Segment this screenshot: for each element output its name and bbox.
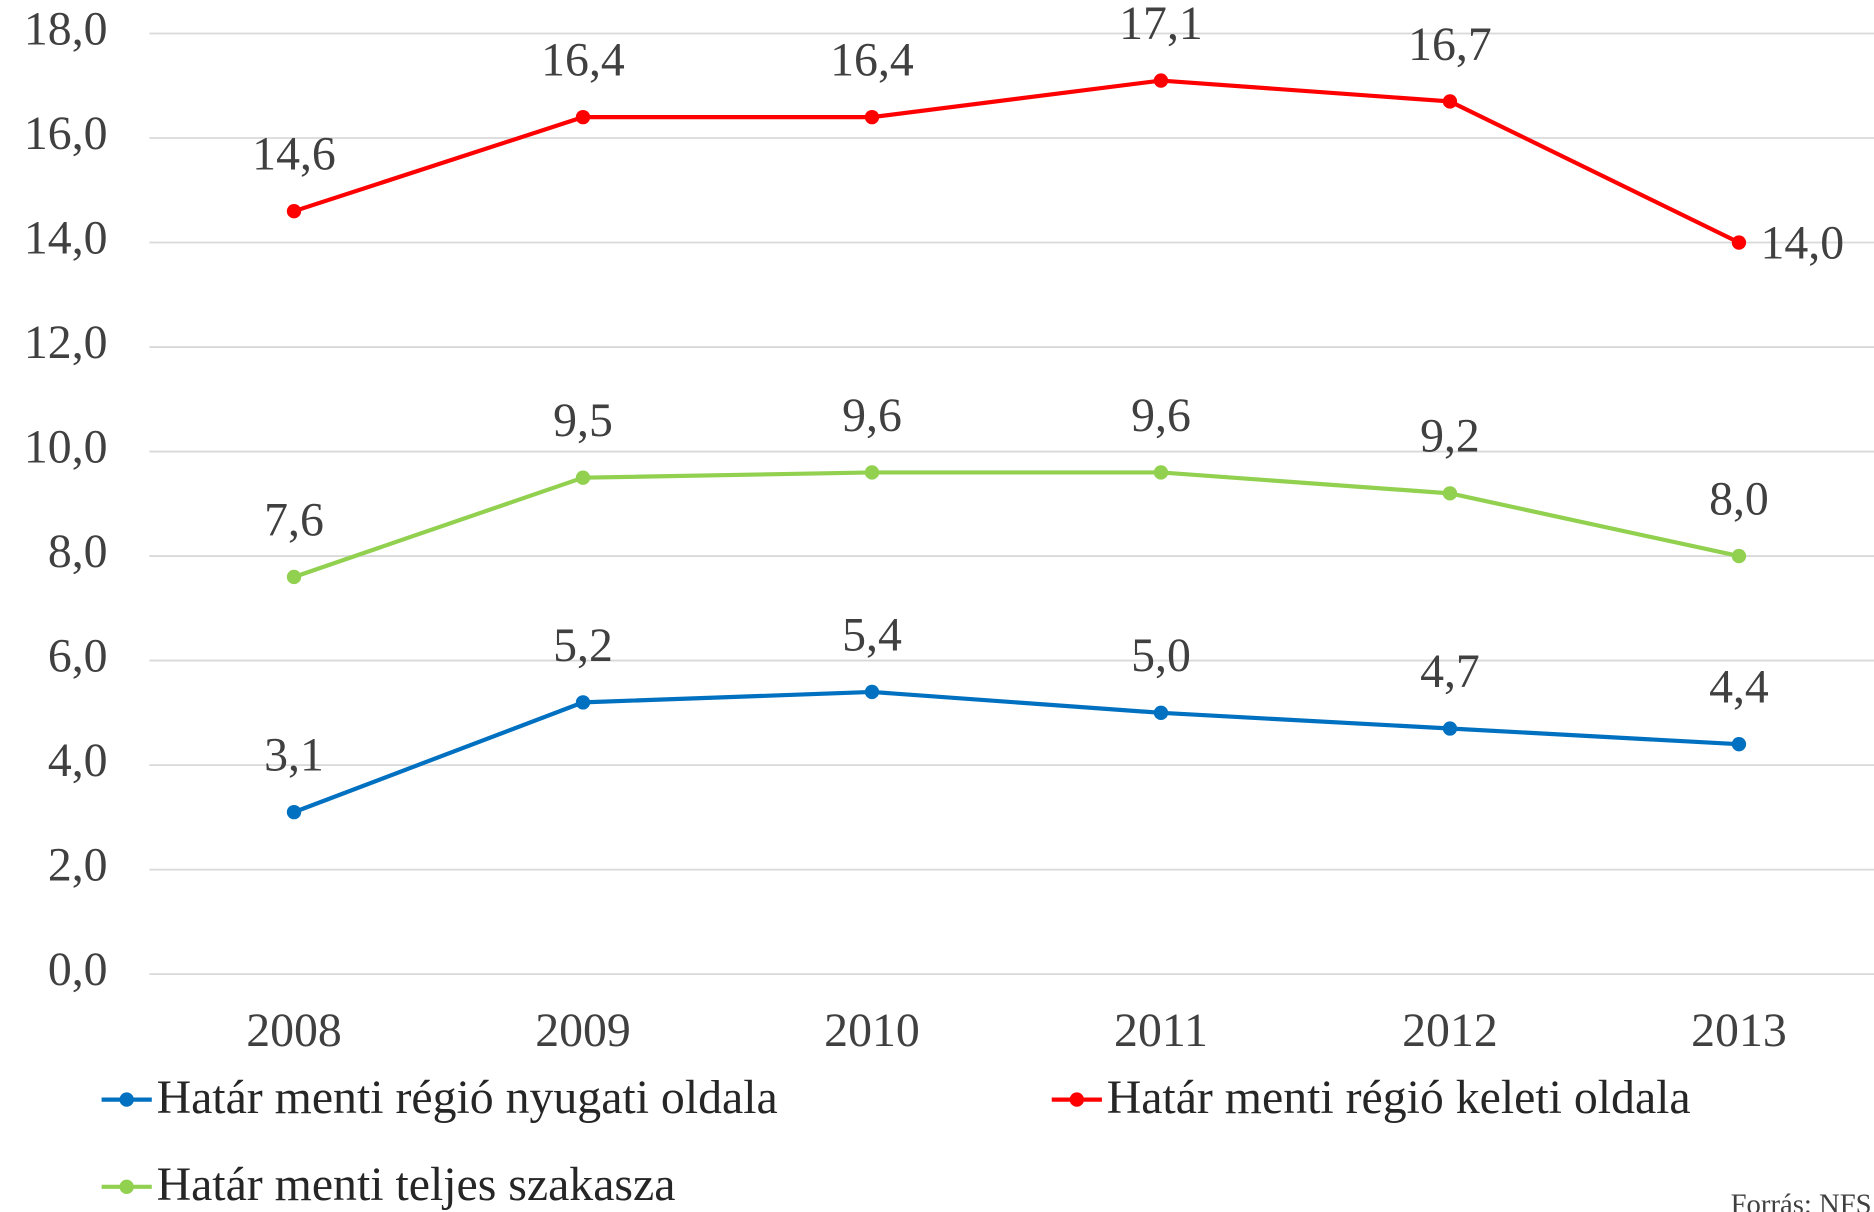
data-point	[1153, 465, 1169, 480]
x-tick-label: 2008	[246, 1004, 342, 1057]
x-tick-label: 2011	[1114, 1004, 1208, 1057]
data-point	[575, 470, 591, 485]
data-point	[575, 695, 591, 710]
y-tick-label: 14,0	[24, 212, 108, 265]
y-tick-label: 10,0	[24, 421, 108, 474]
data-label: 16,7	[1408, 18, 1492, 71]
data-point	[575, 109, 591, 125]
legend-label: Határ menti régió keleti oldala	[1107, 1071, 1691, 1124]
data-point	[1442, 721, 1458, 736]
y-tick-label: 0,0	[48, 943, 108, 996]
data-label: 4,4	[1709, 661, 1769, 714]
data-label: 8,0	[1709, 472, 1769, 525]
data-label: 16,4	[830, 34, 914, 87]
data-point	[1731, 548, 1747, 564]
x-tick-label: 2010	[824, 1004, 920, 1057]
data-label: 5,2	[553, 619, 613, 672]
data-label: 9,2	[1420, 410, 1480, 463]
data-point	[864, 109, 880, 125]
y-tick-label: 6,0	[48, 630, 108, 683]
source: Forrás: NFS	[1731, 1189, 1872, 1212]
y-tick-label: 8,0	[48, 525, 108, 578]
data-point	[864, 465, 880, 480]
data-point	[286, 804, 302, 820]
data-label: 9,6	[842, 389, 902, 442]
data-point	[1442, 94, 1458, 109]
data-point	[286, 569, 302, 585]
data-label: 5,4	[842, 608, 902, 661]
data-point	[1731, 235, 1747, 250]
data-label: 9,5	[553, 394, 613, 447]
legend-marker	[119, 1179, 134, 1195]
data-label: 14,6	[252, 128, 336, 181]
x-tick-label: 2013	[1691, 1004, 1787, 1057]
series-line	[293, 470, 1740, 579]
y-tick-label: 2,0	[48, 839, 108, 892]
series-line	[293, 78, 1740, 245]
data-point	[1442, 486, 1458, 501]
legend-marker	[1069, 1092, 1085, 1107]
data-point	[1153, 73, 1169, 88]
data-label: 17,1	[1119, 0, 1203, 50]
y-tick-label: 4,0	[48, 734, 108, 787]
data-label: 9,6	[1131, 389, 1191, 442]
data-point	[1731, 737, 1747, 752]
legend-label: Határ menti teljes szakasza	[157, 1158, 676, 1211]
series-line	[293, 689, 1740, 815]
data-point	[864, 684, 880, 700]
data-label: 3,1	[264, 728, 324, 781]
x-tick-label: 2009	[535, 1004, 631, 1057]
data-label: 14,0	[1760, 216, 1844, 269]
data-point	[286, 204, 302, 219]
data-point	[1153, 705, 1169, 721]
data-label: 16,4	[541, 34, 625, 87]
legend-marker	[119, 1092, 134, 1107]
y-tick-label: 12,0	[24, 316, 108, 369]
x-tick-label: 2012	[1402, 1004, 1498, 1057]
data-label: 7,6	[264, 493, 324, 546]
legend-label: Határ menti régió nyugati oldala	[157, 1071, 778, 1124]
data-label: 4,7	[1420, 645, 1480, 698]
y-tick-label: 16,0	[24, 107, 108, 160]
y-tick-label: 18,0	[24, 2, 108, 55]
data-label: 5,0	[1131, 629, 1191, 682]
